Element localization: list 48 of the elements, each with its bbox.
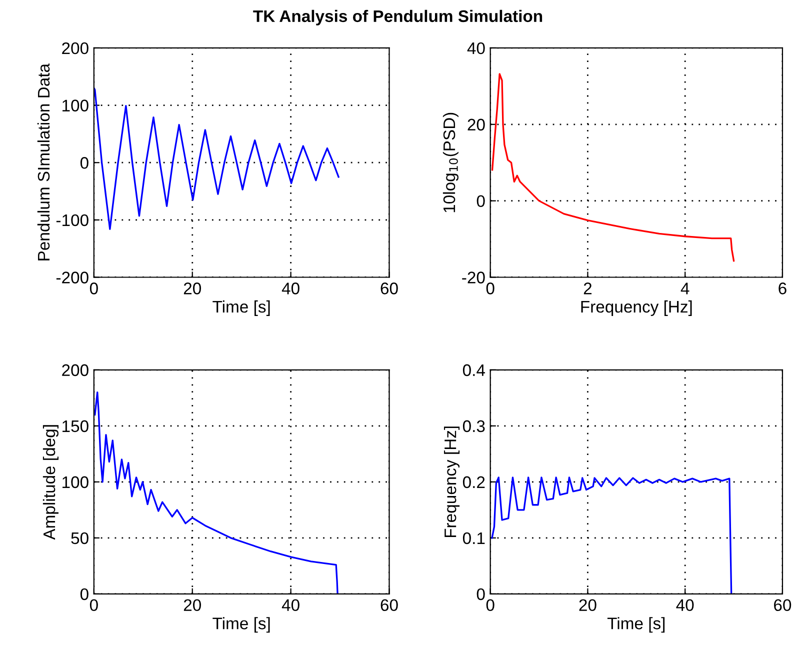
x-tick-label: 0 bbox=[486, 282, 494, 294]
x-tick-label: 60 bbox=[380, 282, 398, 294]
y-tick-label: -200 bbox=[56, 272, 88, 284]
x-tick-label: 60 bbox=[380, 599, 398, 612]
x-tick-label: 40 bbox=[676, 599, 694, 612]
y-tick-label: -20 bbox=[462, 272, 485, 284]
y-tick-label: 0 bbox=[476, 588, 485, 600]
y-tick-label: 40 bbox=[467, 42, 485, 54]
y-tick-label: 200 bbox=[62, 42, 88, 54]
y-tick-label: 150 bbox=[62, 420, 88, 432]
y-axis-title: Pendulum SImulation Data bbox=[37, 63, 50, 260]
x-axis-title: Frequency [Hz] bbox=[581, 300, 692, 316]
x-axis-title: Time [s] bbox=[212, 300, 270, 316]
line-series bbox=[491, 73, 735, 262]
y-tick-label: 0.2 bbox=[462, 476, 485, 488]
y-tick-label: 50 bbox=[71, 532, 88, 544]
y-tick-label: 0 bbox=[80, 157, 88, 169]
y-tick-label: 0 bbox=[80, 588, 88, 600]
y-tick-label: 0.3 bbox=[462, 420, 485, 432]
y-axis-title: Amplitude [deg] bbox=[42, 425, 58, 540]
line-series bbox=[491, 476, 732, 594]
x-tick-label: 60 bbox=[774, 599, 792, 612]
y-tick-label: 0.4 bbox=[462, 364, 485, 376]
x-tick-label: 4 bbox=[680, 282, 690, 294]
x-axis-title: Time [s] bbox=[607, 617, 665, 633]
x-tick-label: 0 bbox=[90, 282, 98, 294]
x-tick-label: 20 bbox=[579, 599, 596, 612]
x-tick-label: 40 bbox=[282, 282, 300, 294]
x-tick-label: 20 bbox=[184, 599, 201, 612]
y-axis-title: Frequency [Hz] bbox=[444, 426, 460, 538]
chart-title: TK Analysis of Pendulum Simulation bbox=[253, 10, 542, 26]
y-tick-label: 200 bbox=[62, 364, 88, 376]
x-tick-label: 2 bbox=[584, 282, 592, 294]
y-axis-title: 10log$_{10}$(PSD) bbox=[442, 112, 458, 212]
y-tick-label: -100 bbox=[56, 214, 88, 226]
y-tick-label: 20 bbox=[468, 118, 485, 131]
x-tick-label: 0 bbox=[90, 599, 98, 612]
x-tick-label: 0 bbox=[486, 599, 494, 612]
y-tick-label: 100 bbox=[62, 100, 88, 112]
x-tick-label: 20 bbox=[184, 282, 201, 294]
x-tick-label: 6 bbox=[778, 282, 786, 294]
x-tick-label: 40 bbox=[282, 599, 300, 612]
y-tick-label: 0.1 bbox=[462, 532, 485, 544]
x-axis-title: Time [s] bbox=[212, 617, 270, 633]
line-series bbox=[94, 391, 338, 594]
y-tick-label: 100 bbox=[62, 476, 88, 488]
y-tick-label: 0 bbox=[476, 195, 485, 208]
line-series bbox=[94, 87, 340, 230]
